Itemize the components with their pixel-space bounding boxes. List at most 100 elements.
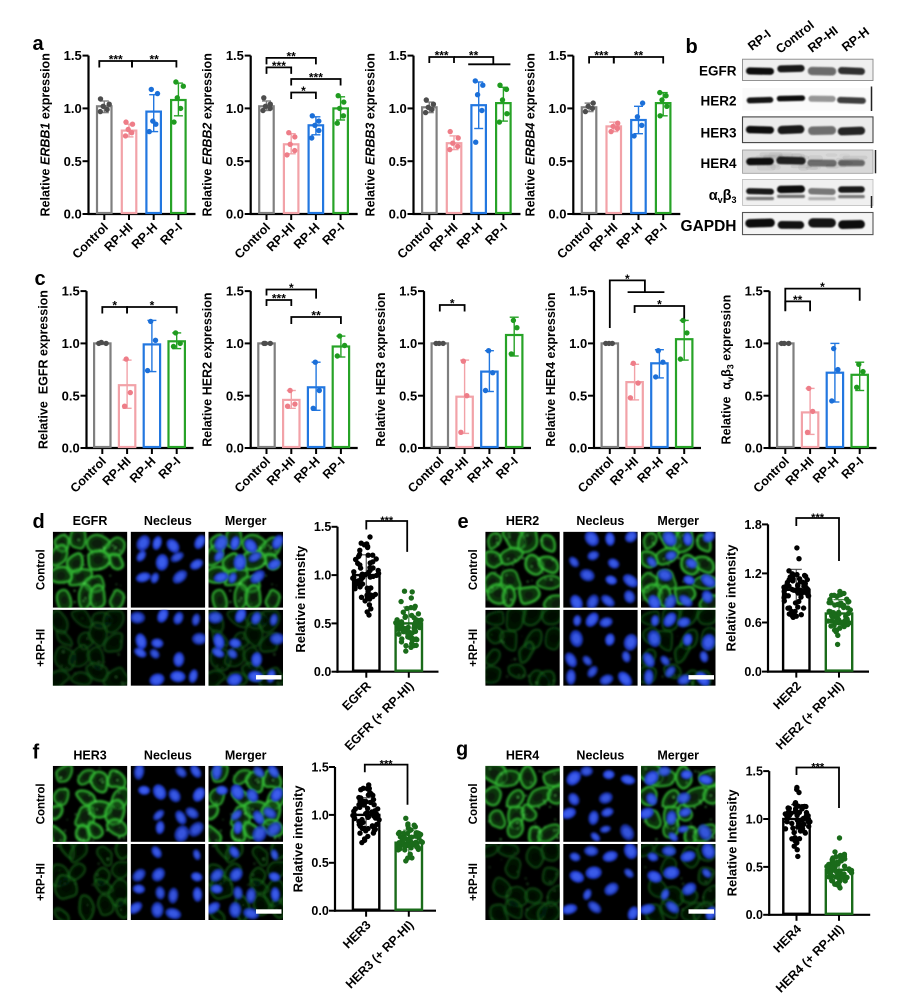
svg-text:1.5: 1.5 bbox=[64, 48, 82, 63]
svg-text:+RP-HI: +RP-HI bbox=[35, 629, 47, 667]
svg-text:0.5: 0.5 bbox=[569, 388, 587, 403]
svg-text:0.5: 0.5 bbox=[226, 388, 244, 403]
svg-text:1.5: 1.5 bbox=[226, 284, 244, 299]
svg-text:***: *** bbox=[380, 758, 394, 770]
svg-text:Relative HER4 expression: Relative HER4 expression bbox=[544, 292, 558, 446]
svg-text:1.0: 1.0 bbox=[399, 336, 417, 351]
svg-text:0.0: 0.0 bbox=[399, 441, 417, 456]
svg-text:0.5: 0.5 bbox=[399, 388, 417, 403]
svg-text:0.0: 0.0 bbox=[744, 665, 761, 679]
svg-text:Relative intensity: Relative intensity bbox=[291, 785, 306, 893]
svg-text:0.0: 0.0 bbox=[226, 207, 244, 222]
svg-text:***: *** bbox=[272, 59, 286, 73]
svg-text:1.5: 1.5 bbox=[389, 48, 407, 63]
svg-text:**: ** bbox=[287, 49, 297, 63]
svg-text:+RP-HI: +RP-HI bbox=[468, 863, 480, 901]
svg-text:1.0: 1.0 bbox=[569, 336, 587, 351]
svg-text:+RP-HI: +RP-HI bbox=[468, 629, 480, 667]
svg-text:1.5: 1.5 bbox=[311, 760, 328, 774]
svg-text:Relative HER2 expression: Relative HER2 expression bbox=[201, 292, 215, 446]
svg-text:1.0: 1.0 bbox=[314, 569, 331, 583]
svg-text:Merger: Merger bbox=[657, 748, 699, 762]
svg-text:Relative αvβ3 expression: Relative αvβ3 expression bbox=[720, 295, 736, 445]
svg-text:0.0: 0.0 bbox=[64, 207, 82, 222]
svg-text:Relative ERBB1 expression: Relative ERBB1 expression bbox=[39, 53, 53, 216]
svg-text:0.5: 0.5 bbox=[64, 154, 82, 169]
svg-text:d: d bbox=[33, 511, 45, 533]
svg-text:1.0: 1.0 bbox=[746, 812, 763, 826]
svg-text:αvβ3: αvβ3 bbox=[709, 188, 737, 205]
svg-text:0.0: 0.0 bbox=[62, 441, 80, 456]
svg-text:Relative EGFR expression: Relative EGFR expression bbox=[37, 290, 51, 449]
svg-text:0.5: 0.5 bbox=[314, 617, 331, 631]
svg-text:0.0: 0.0 bbox=[548, 207, 566, 222]
svg-text:1.5: 1.5 bbox=[746, 765, 763, 779]
svg-text:Relative Intensity: Relative Intensity bbox=[725, 789, 740, 897]
svg-text:+RP-HI: +RP-HI bbox=[35, 863, 47, 901]
svg-text:0.6: 0.6 bbox=[744, 616, 761, 630]
svg-text:1.0: 1.0 bbox=[389, 101, 407, 116]
svg-text:HER2: HER2 bbox=[700, 94, 736, 109]
svg-text:Necleus: Necleus bbox=[576, 748, 624, 762]
svg-text:Relative intensity: Relative intensity bbox=[724, 544, 739, 652]
svg-text:*: * bbox=[112, 299, 117, 313]
svg-text:*: * bbox=[625, 272, 630, 286]
svg-text:HER2: HER2 bbox=[506, 514, 539, 528]
svg-text:Merger: Merger bbox=[225, 748, 267, 762]
svg-text:0.5: 0.5 bbox=[548, 154, 566, 169]
svg-text:*: * bbox=[657, 298, 662, 312]
svg-text:0.0: 0.0 bbox=[226, 441, 244, 456]
svg-text:EGFR: EGFR bbox=[699, 64, 737, 79]
svg-text:Necleus: Necleus bbox=[576, 514, 624, 528]
svg-text:0.5: 0.5 bbox=[746, 860, 763, 874]
svg-text:1.0: 1.0 bbox=[62, 336, 80, 351]
svg-text:HER3: HER3 bbox=[700, 126, 737, 141]
svg-text:HER4: HER4 bbox=[506, 748, 539, 762]
svg-text:1.0: 1.0 bbox=[226, 101, 244, 116]
svg-text:**: ** bbox=[311, 309, 321, 323]
svg-text:**: ** bbox=[469, 49, 479, 63]
svg-text:1.0: 1.0 bbox=[745, 336, 763, 351]
svg-text:1.0: 1.0 bbox=[226, 336, 244, 351]
svg-text:1.5: 1.5 bbox=[569, 284, 587, 299]
svg-text:c: c bbox=[35, 268, 46, 290]
svg-text:1.5: 1.5 bbox=[399, 284, 417, 299]
svg-text:*: * bbox=[301, 84, 306, 98]
svg-text:Control: Control bbox=[468, 783, 480, 824]
svg-text:0.0: 0.0 bbox=[311, 904, 328, 918]
svg-text:0.5: 0.5 bbox=[226, 154, 244, 169]
svg-text:***: *** bbox=[811, 512, 825, 524]
svg-text:***: *** bbox=[109, 53, 123, 67]
svg-text:Necleus: Necleus bbox=[144, 748, 192, 762]
svg-text:Relative HER3 expression: Relative HER3 expression bbox=[374, 292, 388, 446]
svg-text:1.5: 1.5 bbox=[548, 48, 566, 63]
svg-text:f: f bbox=[33, 742, 40, 764]
svg-text:1.0: 1.0 bbox=[548, 101, 566, 116]
svg-text:**: ** bbox=[634, 49, 644, 63]
svg-text:Control: Control bbox=[35, 783, 47, 824]
svg-text:0.0: 0.0 bbox=[569, 441, 587, 456]
svg-text:Relative ERBB3 expression: Relative ERBB3 expression bbox=[364, 53, 378, 216]
svg-text:HER4: HER4 bbox=[700, 156, 737, 171]
svg-text:***: *** bbox=[594, 49, 608, 63]
svg-text:1.0: 1.0 bbox=[64, 101, 82, 116]
svg-text:0.0: 0.0 bbox=[745, 441, 763, 456]
svg-text:0.0: 0.0 bbox=[746, 908, 763, 922]
svg-text:*: * bbox=[820, 280, 825, 294]
svg-text:Relative ERBB4 expression: Relative ERBB4 expression bbox=[523, 53, 537, 216]
svg-text:0.0: 0.0 bbox=[389, 207, 407, 222]
svg-text:0.5: 0.5 bbox=[311, 856, 328, 870]
svg-text:Relative intensity: Relative intensity bbox=[293, 545, 308, 653]
svg-text:Relative ERBB2 expression: Relative ERBB2 expression bbox=[201, 53, 215, 216]
svg-text:***: *** bbox=[309, 71, 323, 85]
svg-text:*: * bbox=[289, 281, 294, 295]
svg-text:0.5: 0.5 bbox=[745, 388, 763, 403]
svg-text:0.0: 0.0 bbox=[314, 665, 331, 679]
svg-text:***: *** bbox=[435, 49, 449, 63]
svg-text:Necleus: Necleus bbox=[144, 514, 192, 528]
svg-text:***: *** bbox=[272, 292, 286, 306]
svg-text:*: * bbox=[450, 297, 455, 311]
svg-text:***: *** bbox=[380, 515, 394, 527]
svg-text:1.2: 1.2 bbox=[744, 567, 761, 581]
svg-text:b: b bbox=[686, 36, 698, 58]
